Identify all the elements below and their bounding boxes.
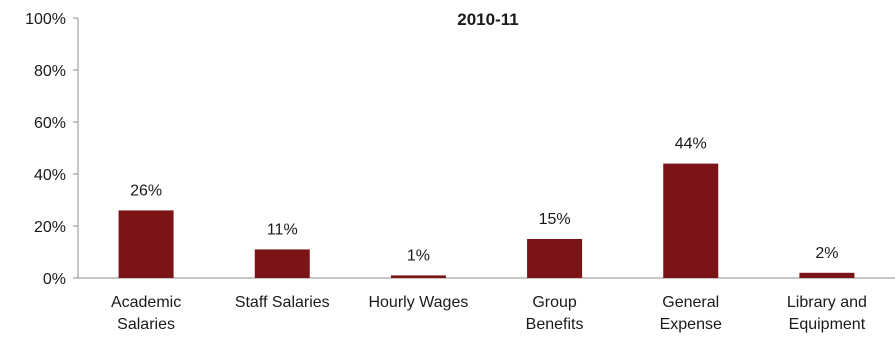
bar bbox=[118, 210, 174, 278]
bars bbox=[118, 163, 855, 278]
axes bbox=[77, 18, 895, 279]
category-label: Salaries bbox=[117, 316, 175, 333]
y-ticks: 0% 20% 40% 60% 80% 100% bbox=[25, 11, 78, 288]
y-tick-label: 100% bbox=[25, 11, 66, 28]
data-label: 2% bbox=[815, 245, 838, 262]
data-label: 1% bbox=[407, 247, 430, 264]
y-tick-label: 40% bbox=[34, 167, 66, 184]
category-label: Library and bbox=[787, 294, 867, 311]
y-tick-label: 80% bbox=[34, 63, 66, 80]
category-label: Academic bbox=[111, 294, 181, 311]
data-label: 26% bbox=[130, 182, 162, 199]
category-label: Expense bbox=[660, 316, 722, 333]
category-label: Equipment bbox=[789, 316, 866, 333]
bar bbox=[390, 275, 446, 278]
bar bbox=[254, 249, 310, 278]
category-label: Hourly Wages bbox=[368, 294, 468, 311]
y-tick-label: 20% bbox=[34, 219, 66, 236]
bar bbox=[799, 272, 855, 278]
category-label: General bbox=[662, 294, 719, 311]
category-labels: Academic Salaries Staff Salaries Hourly Wag… bbox=[111, 294, 867, 333]
category-label: Staff Salaries bbox=[235, 294, 330, 311]
bar bbox=[663, 163, 719, 278]
bar bbox=[527, 239, 583, 278]
data-label: 44% bbox=[675, 136, 707, 153]
y-tick-label: 0% bbox=[43, 271, 66, 288]
data-label: 15% bbox=[539, 211, 571, 228]
category-label: Group bbox=[532, 294, 577, 311]
category-label: Benefits bbox=[526, 316, 584, 333]
y-tick-label: 60% bbox=[34, 115, 66, 132]
chart-title: 2010-11 bbox=[457, 10, 518, 29]
data-labels: 26% 11% 1% 15% 44% 2% bbox=[130, 136, 838, 265]
data-label: 11% bbox=[267, 221, 298, 238]
